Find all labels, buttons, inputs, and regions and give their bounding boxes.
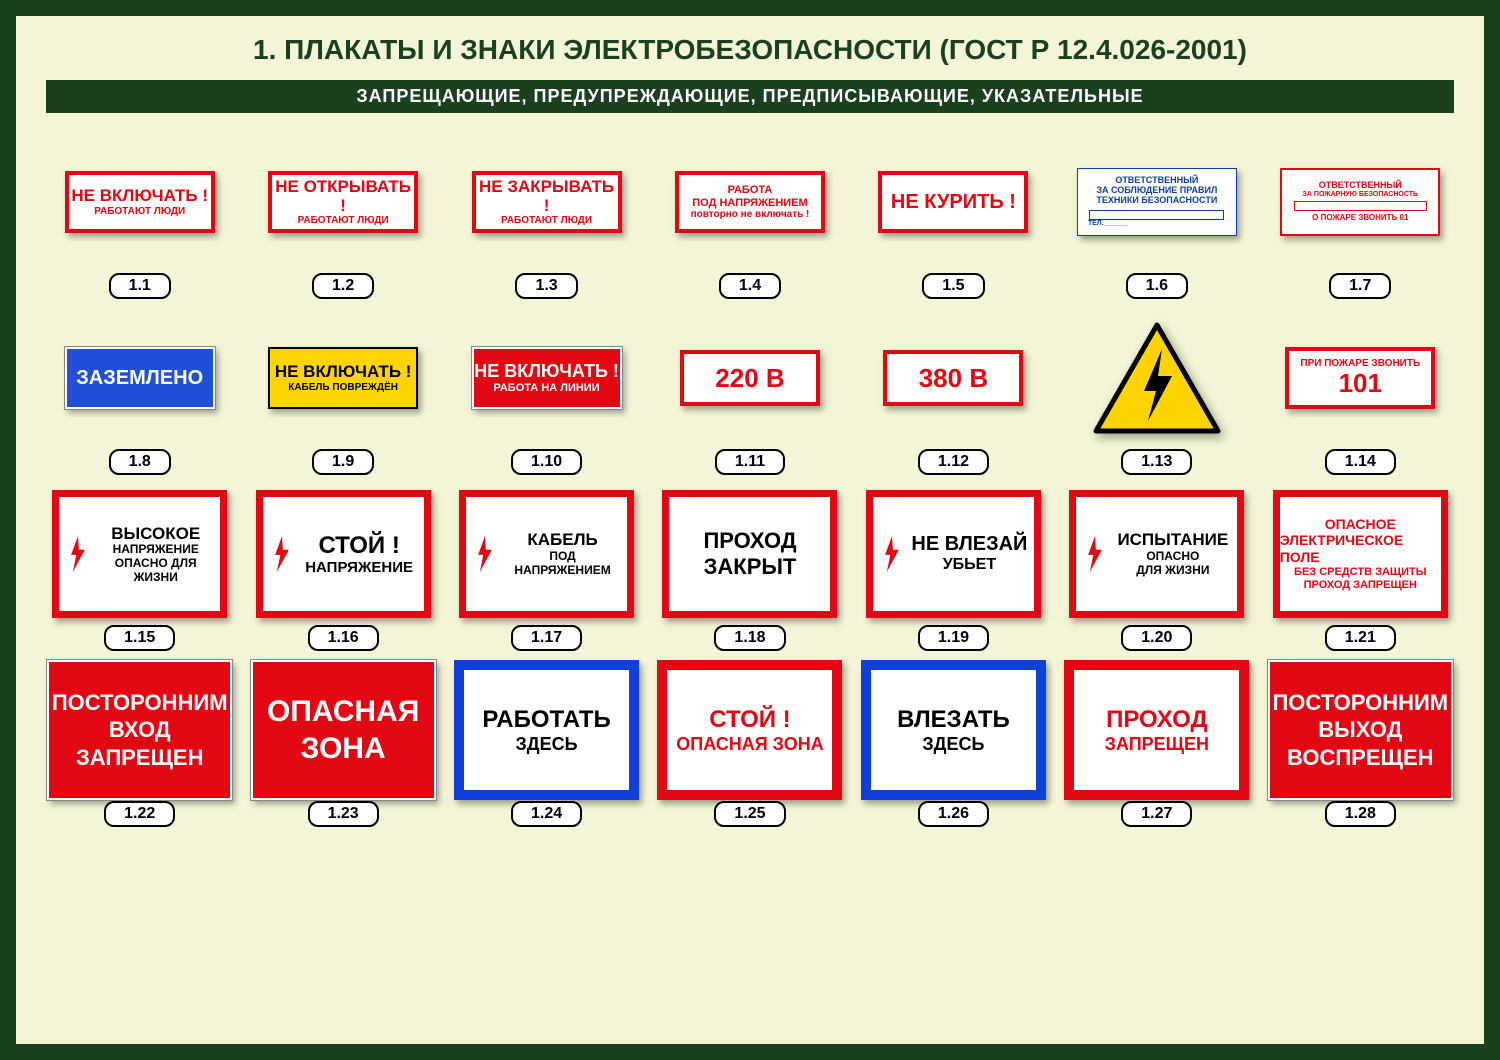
sign-number: 1.2 [312, 273, 374, 299]
sign-cell: НЕ ВЛЕЗАЙУБЬЕТ 1.19 [860, 489, 1047, 651]
sign-cell: СТОЙ !НАПРЯЖЕНИЕ 1.16 [249, 489, 436, 651]
category-bar: ЗАПРЕЩАЮЩИЕ, ПРЕДУПРЕЖДАЮЩИЕ, ПРЕДПИСЫВА… [46, 80, 1454, 113]
sign-number: 1.16 [308, 625, 379, 651]
sign: 220 В [680, 350, 820, 406]
sign-number: 1.27 [1121, 801, 1192, 827]
lightning-icon [472, 497, 498, 611]
sign-number: 1.25 [714, 801, 785, 827]
sign-number: 1.22 [104, 801, 175, 827]
sign: ВЫСОКОЕНАПРЯЖЕНИЕОПАСНО ДЛЯЖИЗНИ [52, 490, 227, 618]
sign: ОПАСНОЕЭЛЕКТРИЧЕСКОЕ ПОЛЕБЕЗ СРЕДСТВ ЗАЩ… [1273, 490, 1448, 618]
sign-cell: ПРОХОДЗАКРЫТ 1.18 [656, 489, 843, 651]
sign-cell: НЕ ВКЛЮЧАТЬ !КАБЕЛЬ ПОВРЕЖДЁН 1.9 [249, 313, 436, 475]
page-title: 1. ПЛАКАТЫ И ЗНАКИ ЭЛЕКТРОБЕЗОПАСНОСТИ (… [46, 34, 1454, 66]
sign-cell: НЕ ВКЛЮЧАТЬ !РАБОТАЮТ ЛЮДИ 1.1 [46, 137, 233, 299]
sign: СТОЙ !НАПРЯЖЕНИЕ [256, 490, 431, 618]
sign-cell: ВЫСОКОЕНАПРЯЖЕНИЕОПАСНО ДЛЯЖИЗНИ 1.15 [46, 489, 233, 651]
sign-cell: ПРОХОДЗАПРЕЩЕН1.27 [1063, 665, 1250, 827]
sign-cell: ЗАЗЕМЛЕНО 1.8 [46, 313, 233, 475]
sign: КАБЕЛЬПОДНАПРЯЖЕНИЕМ [459, 490, 634, 618]
sign-number: 1.9 [312, 449, 374, 475]
sign: ПОСТОРОННИМВХОДЗАПРЕЩЕН [47, 660, 232, 800]
sign: НЕ ВЛЕЗАЙУБЬЕТ [866, 490, 1041, 618]
sign-cell: 1.13 [1063, 313, 1250, 475]
sign: ОПАСНАЯЗОНА [251, 660, 436, 800]
sign-number: 1.24 [511, 801, 582, 827]
sign: НЕ ВКЛЮЧАТЬ !РАБОТА НА ЛИНИИ [472, 347, 622, 409]
lightning-icon [269, 497, 295, 611]
sign-cell: РАБОТАТЬЗДЕСЬ1.24 [453, 665, 640, 827]
sign-cell: КАБЕЛЬПОДНАПРЯЖЕНИЕМ 1.17 [453, 489, 640, 651]
sign-cell: ОПАСНОЕЭЛЕКТРИЧЕСКОЕ ПОЛЕБЕЗ СРЕДСТВ ЗАЩ… [1267, 489, 1454, 651]
sign-cell: ПОСТОРОННИМВХОДЗАПРЕЩЕН1.22 [46, 665, 233, 827]
sign-number: 1.23 [308, 801, 379, 827]
sign-cell: ВЛЕЗАТЬЗДЕСЬ1.26 [860, 665, 1047, 827]
sign-cell: ОПАСНАЯЗОНА1.23 [249, 665, 436, 827]
sign-cell: ОТВЕТСТВЕННЫЙЗА СОБЛЮДЕНИЕ ПРАВИЛТЕХНИКИ… [1063, 137, 1250, 299]
signs-grid: НЕ ВКЛЮЧАТЬ !РАБОТАЮТ ЛЮДИ 1.1 НЕ ОТКРЫВАТ… [46, 137, 1454, 827]
sign-number: 1.3 [515, 273, 577, 299]
sign: ВЛЕЗАТЬЗДЕСЬ [861, 660, 1046, 800]
sign: ПРОХОДЗАПРЕЩЕН [1064, 660, 1249, 800]
sign: ПРОХОДЗАКРЫТ [662, 490, 837, 618]
sign-cell: 220 В 1.11 [656, 313, 843, 475]
sign-number: 1.4 [719, 273, 781, 299]
sign-number: 1.19 [918, 625, 989, 651]
sign-number: 1.5 [922, 273, 984, 299]
sign: ОТВЕТСТВЕННЫЙЗА ПОЖАРНУЮ БЕЗОПАСНОСТЬО П… [1280, 168, 1440, 236]
sign: СТОЙ !ОПАСНАЯ ЗОНА [657, 660, 842, 800]
sign-cell: НЕ ВКЛЮЧАТЬ !РАБОТА НА ЛИНИИ 1.10 [453, 313, 640, 475]
sign: ОТВЕТСТВЕННЫЙЗА СОБЛЮДЕНИЕ ПРАВИЛТЕХНИКИ… [1077, 168, 1237, 236]
sign-number: 1.6 [1126, 273, 1188, 299]
sign-number: 1.12 [918, 449, 989, 475]
sign: НЕ ОТКРЫВАТЬ !РАБОТАЮТ ЛЮДИ [268, 171, 418, 233]
sign-number: 1.28 [1325, 801, 1396, 827]
sign-cell: РАБОТАПОД НАПРЯЖЕНИЕМповторно не включат… [656, 137, 843, 299]
sign-number: 1.10 [511, 449, 582, 475]
sign: 380 В [883, 350, 1023, 406]
sign-number: 1.18 [714, 625, 785, 651]
sign: ПОСТОРОННИМВЫХОДВОСПРЕЩЕН [1268, 660, 1453, 800]
lightning-icon [879, 497, 905, 611]
sign-number: 1.7 [1329, 273, 1391, 299]
warning-triangle-icon [1092, 321, 1222, 436]
sign-number: 1.8 [109, 449, 171, 475]
sign: РАБОТАТЬЗДЕСЬ [454, 660, 639, 800]
sign: НЕ КУРИТЬ ! [878, 171, 1028, 233]
lightning-icon [65, 497, 91, 611]
sign-cell: ИСПЫТАНИЕОПАСНОДЛЯ ЖИЗНИ 1.20 [1063, 489, 1250, 651]
sign-number: 1.15 [104, 625, 175, 651]
sign-cell: НЕ ЗАКРЫВАТЬ !РАБОТАЮТ ЛЮДИ 1.3 [453, 137, 640, 299]
sign-number: 1.14 [1325, 449, 1396, 475]
sign-cell: ОТВЕТСТВЕННЫЙЗА ПОЖАРНУЮ БЕЗОПАСНОСТЬО П… [1267, 137, 1454, 299]
sign: НЕ ВКЛЮЧАТЬ !РАБОТАЮТ ЛЮДИ [65, 171, 215, 233]
sign: НЕ ВКЛЮЧАТЬ !КАБЕЛЬ ПОВРЕЖДЁН [268, 347, 418, 409]
sign-number: 1.21 [1325, 625, 1396, 651]
sign: РАБОТАПОД НАПРЯЖЕНИЕМповторно не включат… [675, 171, 825, 233]
lightning-icon [1082, 497, 1108, 611]
sign-number: 1.11 [715, 449, 785, 475]
sign-number: 1.1 [109, 273, 171, 299]
sign-number: 1.26 [918, 801, 989, 827]
sign: ИСПЫТАНИЕОПАСНОДЛЯ ЖИЗНИ [1069, 490, 1244, 618]
sign-cell: НЕ ОТКРЫВАТЬ !РАБОТАЮТ ЛЮДИ 1.2 [249, 137, 436, 299]
sign: ЗАЗЕМЛЕНО [65, 347, 215, 409]
sign-cell: НЕ КУРИТЬ ! 1.5 [860, 137, 1047, 299]
sign-number: 1.17 [511, 625, 582, 651]
sign-cell: ПОСТОРОННИМВЫХОДВОСПРЕЩЕН1.28 [1267, 665, 1454, 827]
sign-number: 1.20 [1121, 625, 1192, 651]
sign-number: 1.13 [1121, 449, 1192, 475]
sign: ПРИ ПОЖАРЕ ЗВОНИТЬ101 [1285, 347, 1435, 409]
sign-cell: ПРИ ПОЖАРЕ ЗВОНИТЬ101 1.14 [1267, 313, 1454, 475]
sign-cell: 380 В 1.12 [860, 313, 1047, 475]
sign: НЕ ЗАКРЫВАТЬ !РАБОТАЮТ ЛЮДИ [472, 171, 622, 233]
sign-cell: СТОЙ !ОПАСНАЯ ЗОНА1.25 [656, 665, 843, 827]
